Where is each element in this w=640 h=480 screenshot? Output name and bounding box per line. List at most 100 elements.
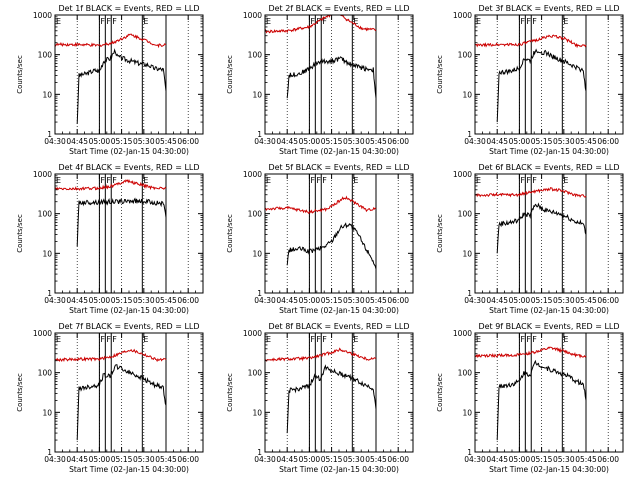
y-tick-label: 1 — [467, 448, 472, 457]
x-tick-label: 04:45 — [66, 137, 88, 146]
panel-9: Det 9f BLACK = Events, RED = LLD Counts/s… — [436, 322, 624, 474]
y-axis-label: Counts/sec — [226, 373, 234, 412]
series-lld — [264, 14, 377, 34]
series-events — [76, 364, 167, 441]
marker-label: F — [322, 17, 327, 26]
y-tick-label: 1 — [257, 289, 262, 298]
marker-label: F — [316, 176, 321, 185]
x-axis-label: Start Time (02-Jan-15 04:30:00) — [489, 306, 609, 315]
marker-label: F — [532, 176, 537, 185]
marker-label: F — [532, 335, 537, 344]
x-axis-label: Start Time (02-Jan-15 04:30:00) — [279, 465, 399, 474]
x-tick-label: 05:45 — [575, 296, 597, 305]
y-tick-label: 1000 — [33, 329, 52, 338]
y-tick-label: 1000 — [453, 170, 472, 179]
x-axis-label: Start Time (02-Jan-15 04:30:00) — [489, 147, 609, 156]
y-tick-label: 100 — [38, 369, 53, 378]
x-tick-label: 05:00 — [89, 296, 111, 305]
x-tick-label: 06:00 — [177, 296, 199, 305]
marker-label: F — [310, 17, 315, 26]
marker-label: F — [322, 176, 327, 185]
x-tick-label: 05:15 — [111, 296, 133, 305]
x-axis-label: Start Time (02-Jan-15 04:30:00) — [489, 465, 609, 474]
x-tick-label: 05:30 — [343, 296, 365, 305]
x-axis-label: Start Time (02-Jan-15 04:30:00) — [279, 306, 399, 315]
x-tick-label: 05:30 — [553, 455, 575, 464]
marker-label: E — [353, 335, 358, 344]
marker-label: F — [316, 17, 321, 26]
marker-label: F — [106, 17, 111, 26]
x-tick-label: 04:30 — [464, 296, 486, 305]
marker-label: F — [112, 176, 117, 185]
y-tick-label: 10 — [462, 408, 472, 417]
y-tick-label: 100 — [248, 210, 263, 219]
y-tick-label: 100 — [458, 210, 473, 219]
marker-label: E — [143, 176, 148, 185]
x-tick-label: 05:15 — [111, 137, 133, 146]
series-events — [496, 359, 587, 441]
marker-label: F — [106, 176, 111, 185]
y-tick-label: 10 — [252, 90, 262, 99]
marker-label: E — [56, 17, 61, 26]
panel-title: Det 4f BLACK = Events, RED = LLD — [58, 163, 199, 172]
x-tick-label: 05:30 — [553, 137, 575, 146]
x-tick-label: 04:30 — [254, 296, 276, 305]
plot-frame — [264, 173, 414, 294]
x-tick-label: 04:45 — [486, 296, 508, 305]
x-tick-label: 04:45 — [66, 455, 88, 464]
x-tick-label: 05:00 — [299, 455, 321, 464]
y-tick-label: 10 — [42, 249, 52, 258]
y-tick-label: 1 — [47, 448, 52, 457]
x-tick-label: 06:00 — [597, 455, 619, 464]
y-axis-label: Counts/sec — [436, 373, 444, 412]
x-tick-label: 05:45 — [155, 137, 177, 146]
x-tick-label: 06:00 — [597, 137, 619, 146]
y-tick-label: 10 — [462, 90, 472, 99]
marker-label: F — [100, 176, 105, 185]
x-tick-label: 04:45 — [486, 455, 508, 464]
y-axis-label: Counts/sec — [16, 214, 24, 253]
x-tick-label: 05:00 — [299, 296, 321, 305]
y-tick-label: 10 — [42, 408, 52, 417]
x-tick-label: 04:30 — [254, 137, 276, 146]
panel-5: Det 5f BLACK = Events, RED = LLD Counts/s… — [226, 163, 414, 315]
y-tick-label: 1000 — [453, 11, 472, 20]
y-tick-label: 100 — [458, 51, 473, 60]
panel-4: Det 4f BLACK = Events, RED = LLD Counts/s… — [16, 163, 204, 315]
y-tick-label: 1000 — [33, 170, 52, 179]
x-tick-label: 06:00 — [387, 296, 409, 305]
x-tick-label: 05:15 — [321, 455, 343, 464]
marker-label: E — [563, 335, 568, 344]
series-events — [286, 364, 377, 434]
series-events — [76, 48, 167, 124]
x-tick-label: 05:30 — [133, 137, 155, 146]
x-tick-label: 04:45 — [276, 455, 298, 464]
series-events — [496, 202, 587, 254]
y-tick-label: 1000 — [33, 11, 52, 20]
y-tick-label: 1 — [257, 448, 262, 457]
x-tick-label: 05:00 — [509, 137, 531, 146]
y-tick-label: 10 — [42, 90, 52, 99]
x-tick-label: 05:15 — [531, 455, 553, 464]
panel-title: Det 3f BLACK = Events, RED = LLD — [478, 4, 619, 13]
marker-label: F — [526, 176, 531, 185]
x-tick-label: 05:45 — [365, 137, 387, 146]
panel-title: Det 2f BLACK = Events, RED = LLD — [268, 4, 409, 13]
marker-label: F — [520, 176, 525, 185]
y-tick-label: 100 — [248, 51, 263, 60]
x-tick-label: 06:00 — [597, 296, 619, 305]
x-tick-label: 04:30 — [44, 137, 66, 146]
series-lld — [54, 348, 167, 363]
marker-label: F — [532, 17, 537, 26]
y-axis-label: Counts/sec — [16, 373, 24, 412]
series-lld — [54, 33, 167, 49]
x-tick-label: 05:15 — [531, 137, 553, 146]
panel-title: Det 1f BLACK = Events, RED = LLD — [58, 4, 199, 13]
series-events — [76, 197, 167, 247]
y-tick-label: 1000 — [453, 329, 472, 338]
x-tick-label: 05:00 — [509, 296, 531, 305]
marker-label: E — [56, 335, 61, 344]
y-axis-label: Counts/sec — [436, 55, 444, 94]
x-tick-label: 04:45 — [276, 296, 298, 305]
series-lld — [474, 187, 587, 198]
